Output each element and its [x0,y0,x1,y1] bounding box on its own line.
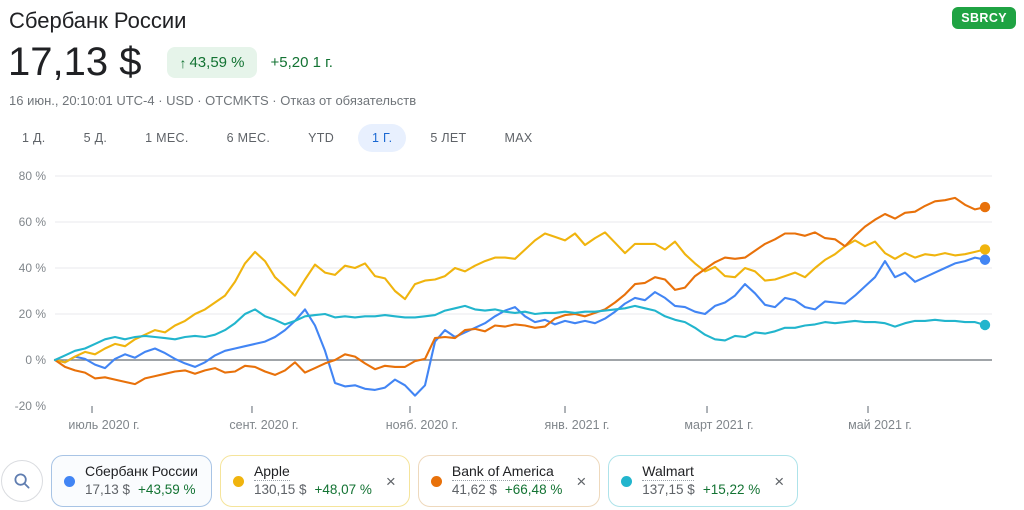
legend-card-company-name[interactable]: Bank of America [451,463,554,481]
series-color-dot [621,475,633,487]
series-line-Apple [53,231,987,364]
legend-card-company-name: Сбербанк России [85,463,198,479]
up-arrow-icon: ↑ [179,54,187,71]
change-percent-value: 43,59 % [189,54,245,71]
remove-comparison-button[interactable]: × [562,473,586,490]
disclaimer-link[interactable]: Отказ от обязательств [280,93,417,108]
series-end-dot-Bank of America [979,201,991,213]
legend-card-text: Bank of America 41,62 $ +66,48 % [451,463,562,499]
y-axis-label: 0 % [25,353,46,367]
legend-card-change: +43,59 % [138,482,196,497]
legend-card-1[interactable]: Сбербанк России 17,13 $ +43,59 % [51,455,212,507]
quote-meta: 16 июн., 20:10:01 UTC-4 · USD · OTCMKTS … [9,93,416,108]
price-chart-svg[interactable]: 80 % 60 % 40 % 20 % 0 % -20 % июль 2020 г. сент… [0,150,1024,450]
x-axis-label: сент. 2020 г. [229,418,298,432]
legend-card-text: Apple 130,15 $ +48,07 % [253,463,372,499]
series-color-dot [430,475,442,487]
range-tabs: 1 Д. 5 Д. 1 МЕС. 6 МЕС. YTD 1 Г. 5 ЛЕТ MAX [22,124,570,152]
range-tab-7[interactable]: 5 ЛЕТ [430,124,466,152]
quote-meta-text: 16 июн., 20:10:01 UTC-4 · USD · OTCMKTS … [9,93,281,108]
range-tab-1[interactable]: 1 Д. [22,124,46,152]
legend-card-company-name[interactable]: Apple [253,463,290,481]
y-axis-label: 60 % [19,215,47,229]
y-axis-label: 80 % [19,169,47,183]
price-chart[interactable]: 80 % 60 % 40 % 20 % 0 % -20 % июль 2020 г. сент… [0,150,1024,450]
series-line-Сбербанк России [53,256,987,397]
legend-card-price: 17,13 $ [85,482,131,497]
change-absolute: +5,20 1 г. [270,54,333,71]
y-axis-label: -20 % [15,399,47,413]
remove-comparison-button[interactable]: × [372,473,396,490]
legend-card-change: +66,48 % [504,482,563,497]
legend-card-change: +48,07 % [314,482,372,497]
search-icon [14,473,30,489]
x-axis-label: янв. 2021 г. [544,418,609,432]
legend-card-change: +15,22 % [702,482,761,497]
legend-card-2[interactable]: Apple 130,15 $ +48,07 % × [219,455,410,507]
x-axis-label: март 2021 г. [684,418,753,432]
legend-cards: Сбербанк России 17,13 $ +43,59 % Apple 130,1… [51,455,806,507]
legend-card-values: 41,62 $ +66,48 % [452,482,562,497]
y-axis-label: 40 % [19,261,47,275]
range-tab-8[interactable]: MAX [504,124,532,152]
series-end-dot-Walmart [979,319,991,331]
series-end-dot-Сбербанк России [979,254,991,265]
add-comparison-search-button[interactable] [1,460,43,502]
legend-card-values: 130,15 $ +48,07 % [254,482,372,497]
series-line-Walmart [53,304,987,362]
ticker-badge: SBRCY [952,7,1016,29]
legend-card-company-name[interactable]: Walmart [642,463,694,481]
range-tab-2[interactable]: 5 Д. [84,124,108,152]
legend-card-4[interactable]: Walmart 137,15 $ +15,22 % × [608,455,799,507]
compare-legend: Сбербанк России 17,13 $ +43,59 % Apple 130,1… [0,455,1024,507]
x-axis-label: нояб. 2020 г. [386,418,459,432]
current-price: 17,13 $ [8,40,142,84]
x-axis-label: июль 2020 г. [68,418,139,432]
range-tab-5[interactable]: YTD [308,124,334,152]
remove-comparison-button[interactable]: × [760,473,784,490]
legend-card-price: 137,15 $ [642,482,695,497]
y-axis-label: 20 % [19,307,47,321]
legend-card-price: 130,15 $ [253,482,307,497]
range-tab-4[interactable]: 6 МЕС. [227,124,270,152]
legend-card-values: 17,13 $ +43,59 % [85,482,195,497]
price-row: 17,13 $ ↑ 43,59 % +5,20 1 г. [8,40,333,85]
series-end-dot-Apple [979,244,991,255]
range-tab-3[interactable]: 1 МЕС. [145,124,188,152]
x-axis-label: май 2021 г. [848,418,912,432]
legend-card-3[interactable]: Bank of America 41,62 $ +66,48 % × [417,455,601,507]
legend-card-values: 137,15 $ +15,22 % [642,482,760,497]
page-title: Сбербанк России [9,8,187,33]
series-line-Bank of America [53,196,987,386]
legend-card-text: Сбербанк России 17,13 $ +43,59 % [85,463,198,499]
legend-card-price: 41,62 $ [451,482,497,497]
change-percent-pill: ↑ 43,59 % [167,47,257,78]
legend-card-text: Walmart 137,15 $ +15,22 % [642,463,760,499]
range-tab-6[interactable]: 1 Г. [358,124,407,152]
series-color-dot [64,475,75,487]
series-color-dot [232,475,244,487]
